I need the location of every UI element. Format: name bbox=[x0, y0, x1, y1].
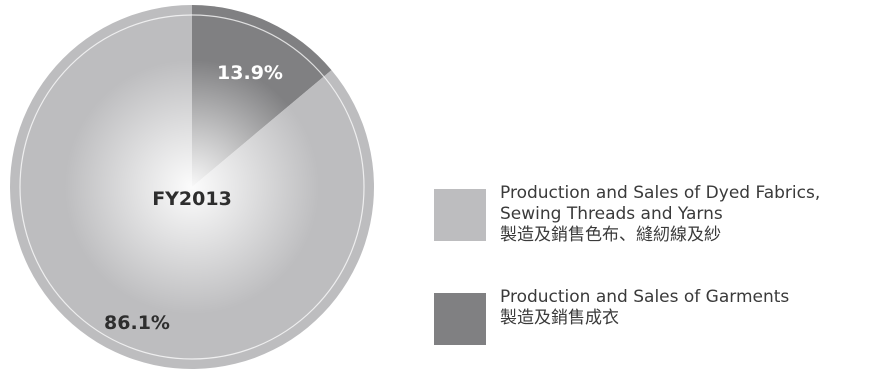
legend-label-garments-en: Production and Sales of Garments bbox=[500, 287, 790, 307]
pie-inner-ring bbox=[19, 14, 365, 360]
legend-label-fabrics-zh: 製造及銷售色布、縫紉線及紗 bbox=[500, 225, 721, 245]
pie-center-label: FY2013 bbox=[152, 188, 232, 210]
legend-swatch-garments bbox=[434, 293, 486, 345]
legend-item-garments: Production and Sales of Garments 製造及銷售成衣 bbox=[434, 287, 874, 357]
slice-value-label-fabrics: 86.1% bbox=[104, 312, 170, 334]
legend-label-garments: Production and Sales of Garments 製造及銷售成衣 bbox=[500, 287, 874, 329]
slice-value-label-garments: 13.9% bbox=[217, 62, 283, 84]
legend-label-fabrics-en-line-2: Sewing Threads and Yarns bbox=[500, 204, 723, 224]
legend-swatch-fabrics bbox=[434, 189, 486, 241]
legend: Production and Sales of Dyed Fabrics, Se… bbox=[434, 183, 874, 357]
pie-center-glow bbox=[10, 5, 374, 369]
legend-label-garments-zh: 製造及銷售成衣 bbox=[500, 308, 619, 328]
legend-item-fabrics: Production and Sales of Dyed Fabrics, Se… bbox=[434, 183, 874, 287]
legend-label-fabrics: Production and Sales of Dyed Fabrics, Se… bbox=[500, 183, 874, 246]
legend-label-fabrics-en-line-1: Production and Sales of Dyed Fabrics, bbox=[500, 183, 821, 203]
